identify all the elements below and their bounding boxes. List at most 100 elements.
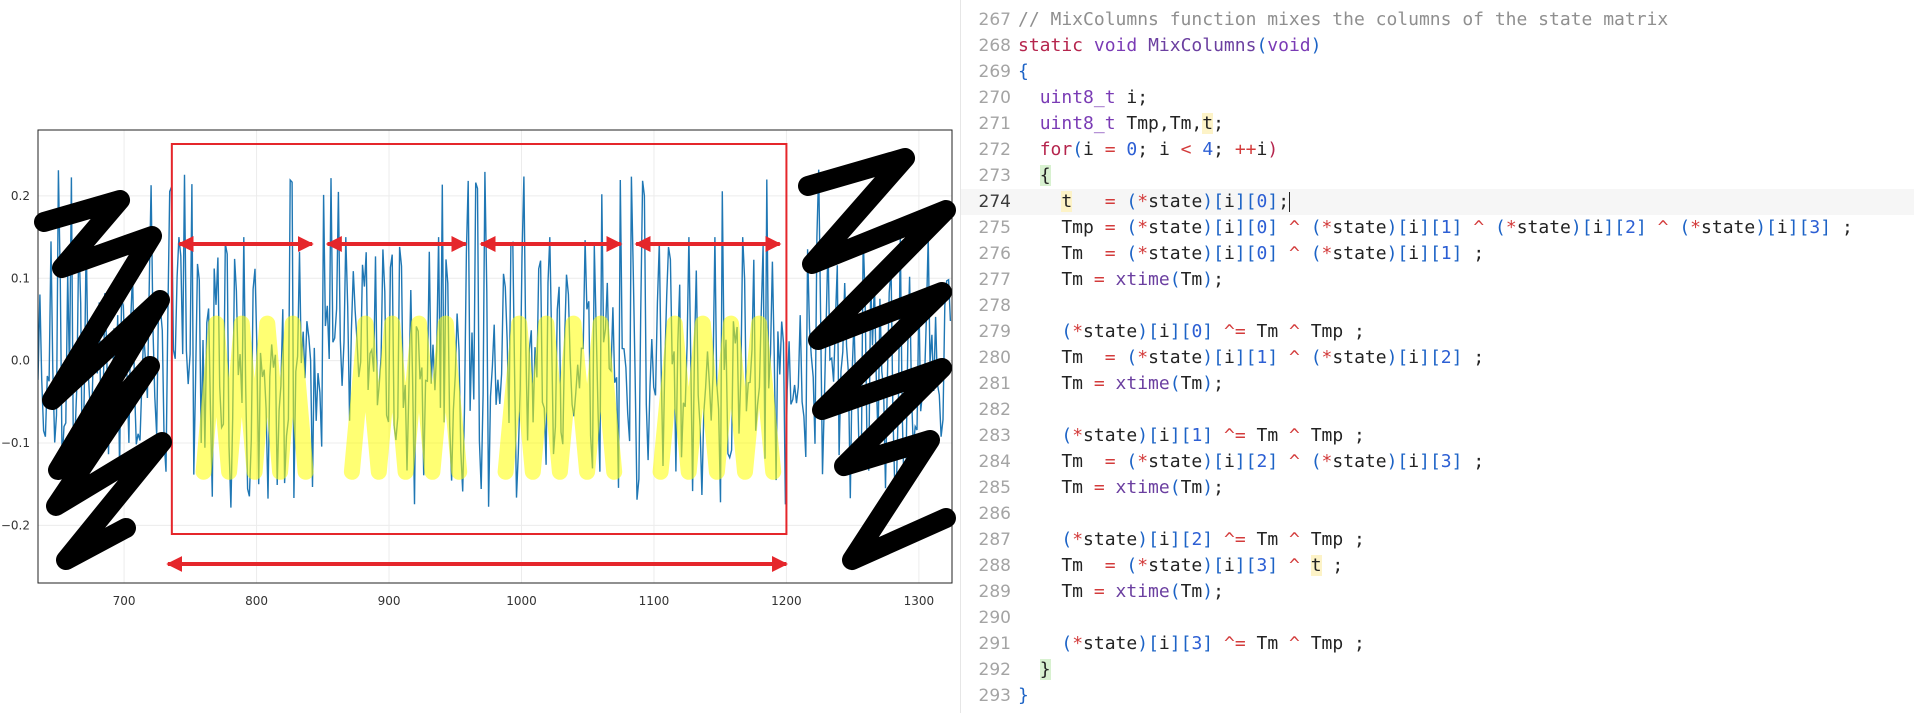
- code-line[interactable]: 287 (*state)[i][2] ^= Tm ^ Tmp ;: [961, 527, 1914, 553]
- code-text[interactable]: Tm = xtime(Tm);: [1018, 371, 1224, 397]
- code-token: 0: [1191, 321, 1203, 342]
- code-text[interactable]: Tm = xtime(Tm);: [1018, 475, 1224, 501]
- code-text[interactable]: static void MixColumns(void): [1018, 33, 1322, 59]
- code-token: [1072, 191, 1105, 212]
- code-line[interactable]: 281 Tm = xtime(Tm);: [961, 371, 1914, 397]
- code-text[interactable]: Tm = (*state)[i][2] ^ (*state)[i][3] ;: [1018, 449, 1484, 475]
- code-token: ]: [1202, 425, 1214, 446]
- code-line[interactable]: 289 Tm = xtime(Tm);: [961, 579, 1914, 605]
- code-line[interactable]: 273 {: [961, 163, 1914, 189]
- code-token: [: [1180, 529, 1192, 550]
- code-token: [: [1148, 529, 1159, 550]
- code-token: ]: [1202, 321, 1214, 342]
- code-token: ): [1386, 347, 1398, 368]
- code-line[interactable]: 283 (*state)[i][1] ^= Tm ^ Tmp ;: [961, 423, 1914, 449]
- code-token: ]: [1234, 555, 1246, 576]
- code-token: state: [1083, 633, 1138, 654]
- line-number: 292: [978, 660, 1011, 680]
- code-text[interactable]: uint8_t Tmp,Tm,t;: [1018, 111, 1224, 137]
- code-token: Tmp ;: [1299, 529, 1365, 550]
- code-token: ]: [1234, 347, 1246, 368]
- code-token: [1116, 217, 1127, 238]
- code-token: [: [1148, 321, 1159, 342]
- code-line[interactable]: 270 uint8_t i;: [961, 85, 1914, 111]
- code-text[interactable]: }: [1018, 683, 1029, 709]
- code-token: *: [1137, 243, 1149, 264]
- code-token: ^: [1289, 451, 1300, 472]
- code-text[interactable]: t = (*state)[i][0];: [1018, 189, 1291, 215]
- code-line[interactable]: 293}: [961, 683, 1914, 709]
- code-token: [1213, 321, 1224, 342]
- code-token: [1116, 347, 1127, 368]
- code-text[interactable]: (*state)[i][1] ^= Tm ^ Tmp ;: [1018, 423, 1365, 449]
- code-line[interactable]: 274 t = (*state)[i][0];: [961, 189, 1914, 215]
- yellow-highlight-scribble: [343, 315, 468, 480]
- code-line[interactable]: 271 uint8_t Tmp,Tm,t;: [961, 111, 1914, 137]
- code-token: ]: [1234, 217, 1246, 238]
- code-text[interactable]: uint8_t i;: [1018, 85, 1148, 111]
- code-token: (: [1310, 243, 1322, 264]
- code-text[interactable]: Tm = (*state)[i][1] ^ (*state)[i][2] ;: [1018, 345, 1484, 371]
- code-line[interactable]: 276 Tm = (*state)[i][0] ^ (*state)[i][1]…: [961, 241, 1914, 267]
- code-text[interactable]: (*state)[i][3] ^= Tm ^ Tmp ;: [1018, 631, 1365, 657]
- code-token: ]: [1267, 243, 1279, 264]
- code-token: *: [1321, 451, 1333, 472]
- code-line[interactable]: 268 static void MixColumns(void): [961, 33, 1914, 59]
- yellow-highlight-scribble: [195, 315, 314, 480]
- code-line[interactable]: 278: [961, 293, 1914, 319]
- code-token: ;: [1213, 477, 1224, 498]
- code-text[interactable]: Tm = xtime(Tm);: [1018, 267, 1224, 293]
- code-token: =: [1093, 269, 1105, 290]
- code-token: ]: [1267, 217, 1279, 238]
- plot-frame: [37, 129, 953, 584]
- code-line[interactable]: 290: [961, 605, 1914, 631]
- line-number: 290: [978, 608, 1011, 628]
- code-line[interactable]: 279 (*state)[i][0] ^= Tm ^ Tmp ;: [961, 319, 1914, 345]
- code-line[interactable]: 282: [961, 397, 1914, 423]
- code-text[interactable]: (*state)[i][0] ^= Tm ^ Tmp ;: [1018, 319, 1365, 345]
- code-text[interactable]: Tm = (*state)[i][0] ^ (*state)[i][1] ;: [1018, 241, 1484, 267]
- code-token: [1278, 243, 1289, 264]
- line-number: 287: [978, 530, 1011, 550]
- code-line[interactable]: 280 Tm = (*state)[i][1] ^ (*state)[i][2]…: [961, 345, 1914, 371]
- code-token: *: [1321, 347, 1333, 368]
- code-line[interactable]: 286: [961, 501, 1914, 527]
- code-token: ^=: [1223, 321, 1246, 342]
- code-token: i: [1256, 139, 1268, 160]
- code-line[interactable]: 277 Tm = xtime(Tm);: [961, 267, 1914, 293]
- code-line[interactable]: 292 }: [961, 657, 1914, 683]
- code-token: (: [1126, 555, 1138, 576]
- code-line[interactable]: 269 {: [961, 59, 1914, 85]
- code-text[interactable]: Tm = xtime(Tm);: [1018, 579, 1224, 605]
- code-text[interactable]: (*state)[i][2] ^= Tm ^ Tmp ;: [1018, 527, 1365, 553]
- code-token: (: [1169, 269, 1181, 290]
- code-token: ++: [1234, 139, 1257, 160]
- code-line[interactable]: 284 Tm = (*state)[i][2] ^ (*state)[i][3]…: [961, 449, 1914, 475]
- code-token: [: [1429, 451, 1441, 472]
- code-text[interactable]: Tmp = (*state)[i][0] ^ (*state)[i][1] ^ …: [1018, 215, 1852, 241]
- code-token: (: [1126, 451, 1138, 472]
- code-text[interactable]: }: [1018, 657, 1051, 683]
- code-token: Tm: [1245, 425, 1290, 446]
- code-editor[interactable]: 267 // MixColumns function mixes the colu…: [960, 0, 1914, 713]
- code-line[interactable]: 291 (*state)[i][3] ^= Tm ^ Tmp ;: [961, 631, 1914, 657]
- code-line[interactable]: 285 Tm = xtime(Tm);: [961, 475, 1914, 501]
- code-text[interactable]: {: [1018, 59, 1029, 85]
- code-token: [: [1245, 243, 1257, 264]
- code-line[interactable]: 275 Tmp = (*state)[i][0] ^ (*state)[i][1…: [961, 215, 1914, 241]
- code-text[interactable]: Tm = (*state)[i][3] ^ t ;: [1018, 553, 1343, 579]
- code-token: [1105, 581, 1116, 602]
- code-line[interactable]: 288 Tm = (*state)[i][3] ^ t ;: [961, 553, 1914, 579]
- code-token: [1137, 35, 1148, 56]
- code-text[interactable]: // MixColumns function mixes the columns…: [1018, 7, 1668, 33]
- code-token: *: [1072, 321, 1084, 342]
- code-text[interactable]: {: [1018, 163, 1051, 189]
- code-line[interactable]: 267 // MixColumns function mixes the colu…: [961, 7, 1914, 33]
- code-token: ^: [1289, 217, 1300, 238]
- code-token: ): [1202, 555, 1214, 576]
- code-text[interactable]: for(i = 0; i < 4; ++i): [1018, 137, 1279, 163]
- code-token: ]: [1451, 451, 1463, 472]
- code-token: [: [1180, 321, 1192, 342]
- code-token: ^=: [1223, 633, 1246, 654]
- code-line[interactable]: 272 for(i = 0; i < 4; ++i): [961, 137, 1914, 163]
